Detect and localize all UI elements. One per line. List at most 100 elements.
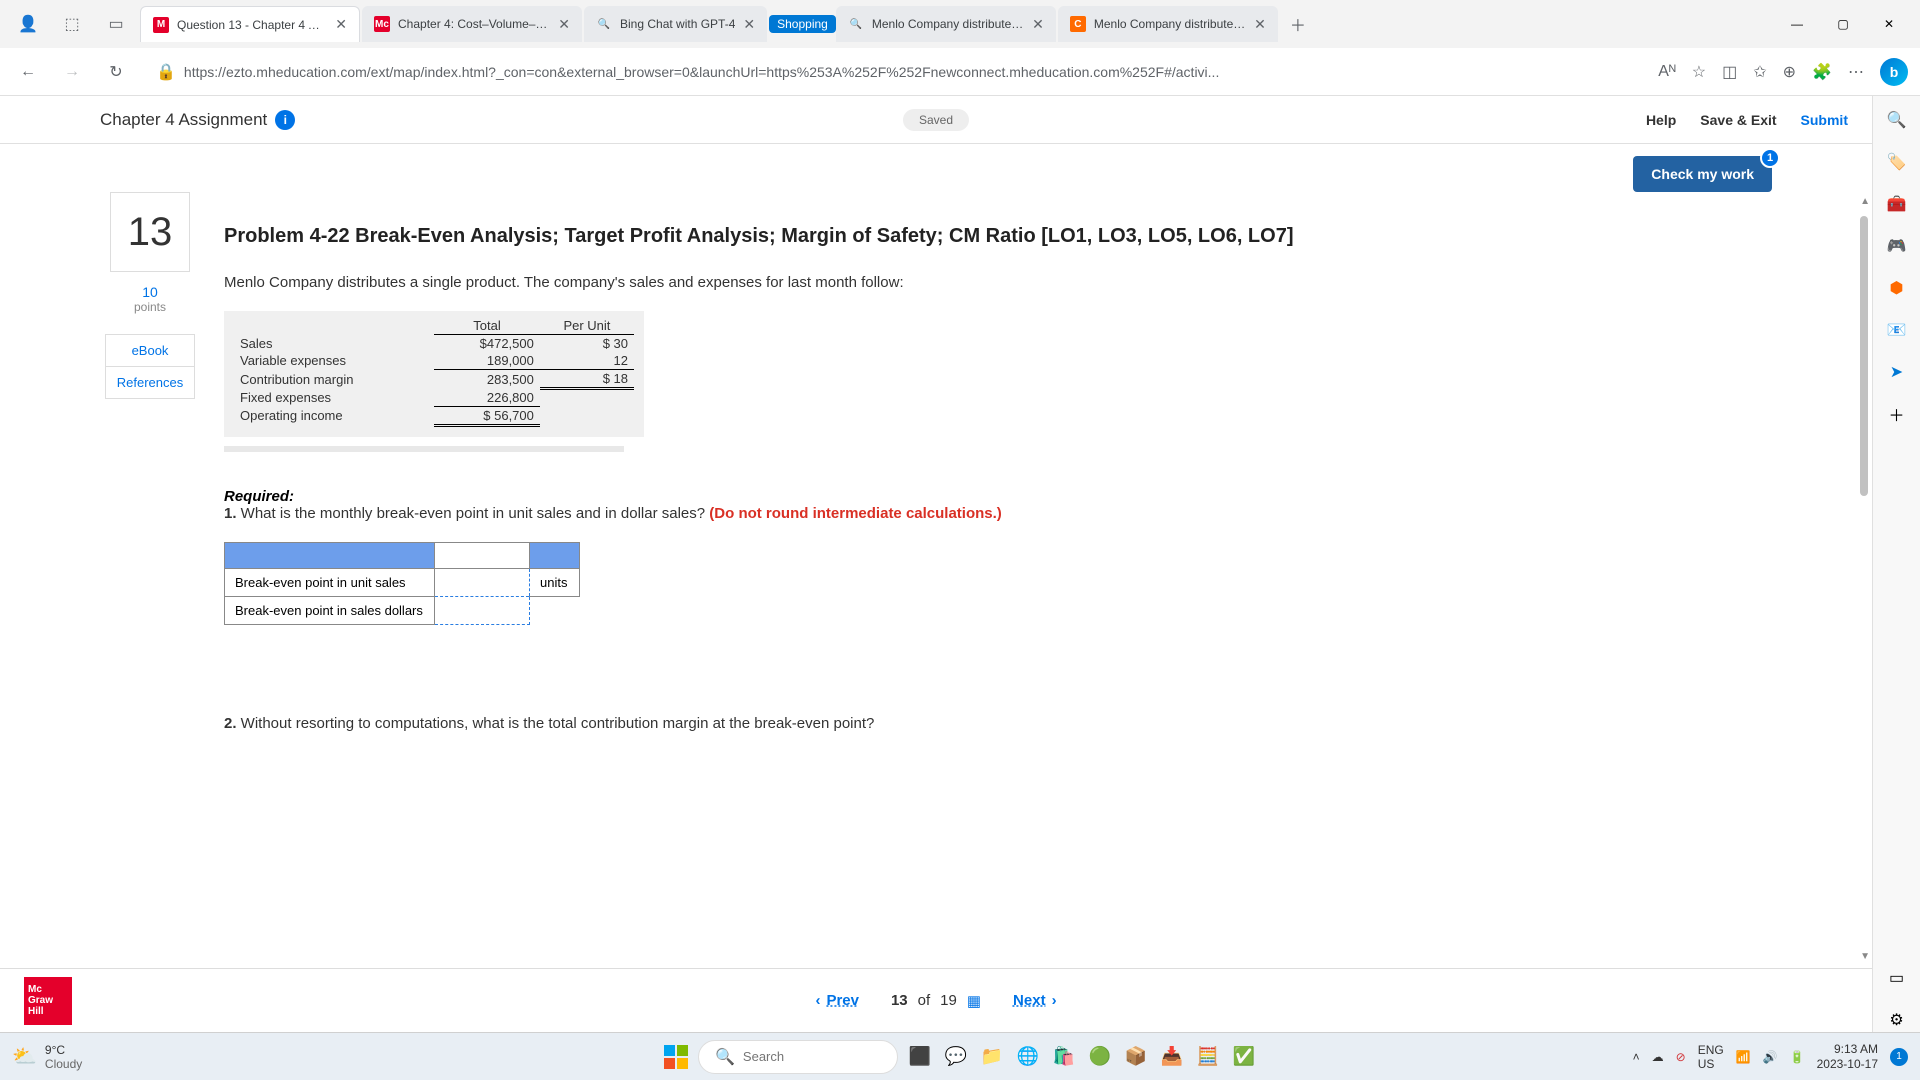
settings-sidebar-icon[interactable]: ⚙ bbox=[1885, 1008, 1909, 1032]
browser-tab[interactable]: MQuestion 13 - Chapter 4 Assig✕ bbox=[140, 6, 360, 42]
amazon-icon[interactable]: 📦 bbox=[1122, 1043, 1150, 1071]
games-sidebar-icon[interactable]: 🎮 bbox=[1885, 234, 1909, 258]
check-my-work-button[interactable]: Check my work 1 bbox=[1633, 156, 1772, 192]
row-cm-label: Contribution margin bbox=[234, 370, 434, 389]
onedrive-icon[interactable]: ☁ bbox=[1652, 1050, 1664, 1064]
weather-icon: ⛅ bbox=[12, 1044, 37, 1069]
wifi-icon[interactable]: 📶 bbox=[1736, 1050, 1751, 1064]
ans-row1-input[interactable] bbox=[435, 568, 530, 596]
new-tab-button[interactable]: ＋ bbox=[1284, 10, 1312, 38]
scroll-up-arrow[interactable]: ▲ bbox=[1860, 196, 1870, 207]
bing-chat-button[interactable]: b bbox=[1880, 58, 1908, 86]
weather-widget[interactable]: ⛅ 9°C Cloudy bbox=[12, 1043, 82, 1071]
security-icon[interactable]: ⊘ bbox=[1676, 1050, 1686, 1064]
problem-intro: Menlo Company distributes a single produ… bbox=[224, 274, 1772, 291]
references-link[interactable]: References bbox=[105, 366, 195, 399]
maximize-button[interactable]: ▢ bbox=[1820, 8, 1866, 40]
financial-table-wrap: Total Per Unit Sales $472,500 $ 30 Varia… bbox=[224, 311, 644, 437]
volume-icon[interactable]: 🔊 bbox=[1763, 1050, 1778, 1064]
lock-icon: 🔒 bbox=[156, 62, 176, 82]
next-button[interactable]: Next › bbox=[1013, 992, 1057, 1009]
tools-sidebar-icon[interactable]: 🧰 bbox=[1885, 192, 1909, 216]
favicon: Mc bbox=[374, 16, 390, 32]
favicon: 🔍 bbox=[848, 16, 864, 32]
favorites-bar-button[interactable]: ✩ bbox=[1753, 62, 1766, 82]
prev-button[interactable]: ‹ Prev bbox=[815, 992, 859, 1009]
profile-icon[interactable]: 👤 bbox=[8, 4, 48, 44]
scrollbar-thumb[interactable] bbox=[1860, 216, 1868, 496]
ans-row2-input[interactable] bbox=[435, 596, 530, 624]
store-icon[interactable]: 🛍️ bbox=[1050, 1043, 1078, 1071]
split-screen-button[interactable]: ◫ bbox=[1722, 62, 1737, 82]
submit-link[interactable]: Submit bbox=[1801, 112, 1848, 128]
hide-sidebar-icon[interactable]: ▭ bbox=[1885, 966, 1909, 990]
search-sidebar-icon[interactable]: 🔍 bbox=[1885, 108, 1909, 132]
assignment-header: Chapter 4 Assignment i Saved Help Save &… bbox=[0, 96, 1872, 144]
more-button[interactable]: ⋯ bbox=[1848, 62, 1864, 82]
add-sidebar-icon[interactable]: ＋ bbox=[1885, 402, 1909, 426]
favorite-button[interactable]: ☆ bbox=[1692, 62, 1706, 82]
refresh-button[interactable]: ↻ bbox=[100, 56, 132, 88]
tray-chevron-icon[interactable]: ˄ bbox=[1633, 1050, 1640, 1064]
dropbox-icon[interactable]: 📥 bbox=[1158, 1043, 1186, 1071]
close-tab-icon[interactable]: ✕ bbox=[558, 16, 570, 33]
browser-tab[interactable]: CMenlo Company distributes a✕ bbox=[1058, 6, 1278, 42]
extensions-button[interactable]: 🧩 bbox=[1812, 62, 1832, 82]
tab-title: Menlo Company distributes a bbox=[872, 17, 1024, 31]
question-grid-icon[interactable]: ▦ bbox=[967, 992, 981, 1010]
ebook-link[interactable]: eBook bbox=[105, 334, 195, 367]
windows-taskbar: ⛅ 9°C Cloudy 🔍 ⬛ 💬 📁 🌐 🛍️ 🟢 📦 📥 🧮 ✅ ˄ ☁ … bbox=[0, 1032, 1920, 1080]
tab-actions-icon[interactable]: ▭ bbox=[96, 4, 136, 44]
row-sales-total: $472,500 bbox=[434, 335, 540, 353]
close-window-button[interactable]: ✕ bbox=[1866, 8, 1912, 40]
close-tab-icon[interactable]: ✕ bbox=[743, 16, 755, 33]
battery-icon[interactable]: 🔋 bbox=[1790, 1050, 1805, 1064]
row-sales-label: Sales bbox=[234, 335, 434, 353]
outlook-sidebar-icon[interactable]: 📧 bbox=[1885, 318, 1909, 342]
logo-l3: Hill bbox=[28, 1006, 44, 1017]
workspaces-icon[interactable]: ⬚ bbox=[52, 4, 92, 44]
task-view-icon[interactable]: ⬛ bbox=[906, 1043, 934, 1071]
nav-total: 19 bbox=[940, 992, 957, 1009]
scroll-down-arrow[interactable]: ▼ bbox=[1860, 951, 1870, 962]
row-fixed-label: Fixed expenses bbox=[234, 389, 434, 407]
minimize-button[interactable]: ― bbox=[1774, 8, 1820, 40]
chrome-icon[interactable]: 🟢 bbox=[1086, 1043, 1114, 1071]
chat-icon[interactable]: 💬 bbox=[942, 1043, 970, 1071]
save-exit-link[interactable]: Save & Exit bbox=[1700, 112, 1776, 128]
favicon: C bbox=[1070, 16, 1086, 32]
ans-row1-label: Break-even point in unit sales bbox=[225, 568, 435, 596]
shopping-sidebar-icon[interactable]: 🏷️ bbox=[1885, 150, 1909, 174]
required-label: Required: bbox=[224, 488, 1772, 505]
start-button[interactable] bbox=[662, 1043, 690, 1071]
send-sidebar-icon[interactable]: ➤ bbox=[1885, 360, 1909, 384]
office-sidebar-icon[interactable]: ⬢ bbox=[1885, 276, 1909, 300]
close-tab-icon[interactable]: ✕ bbox=[1032, 16, 1044, 33]
edge-icon[interactable]: 🌐 bbox=[1014, 1043, 1042, 1071]
clock-time: 9:13 AM bbox=[1817, 1042, 1878, 1056]
reader-mode-button[interactable]: Aᴺ bbox=[1658, 63, 1676, 81]
explorer-icon[interactable]: 📁 bbox=[978, 1043, 1006, 1071]
taskbar-search[interactable]: 🔍 bbox=[698, 1040, 898, 1074]
clock[interactable]: 9:13 AM 2023-10-17 bbox=[1817, 1042, 1878, 1071]
back-button[interactable]: ← bbox=[12, 56, 44, 88]
browser-tab[interactable]: McChapter 4: Cost–Volume–Profi✕ bbox=[362, 6, 582, 42]
calculator-icon[interactable]: 🧮 bbox=[1194, 1043, 1222, 1071]
info-icon[interactable]: i bbox=[275, 110, 295, 130]
close-tab-icon[interactable]: ✕ bbox=[1254, 16, 1266, 33]
collections-button[interactable]: ⊕ bbox=[1783, 62, 1796, 82]
favicon: M bbox=[153, 17, 169, 33]
tab-title: Bing Chat with GPT-4 bbox=[620, 17, 735, 31]
notifications-icon[interactable]: 1 bbox=[1890, 1048, 1908, 1066]
language-indicator[interactable]: ENG US bbox=[1698, 1043, 1724, 1071]
help-link[interactable]: Help bbox=[1646, 112, 1676, 128]
shopping-badge: Shopping bbox=[769, 15, 836, 33]
url-bar[interactable]: 🔒 https://ezto.mheducation.com/ext/map/i… bbox=[144, 55, 1646, 89]
browser-tab[interactable]: 🔍 Menlo Company distributes a ✕ bbox=[836, 6, 1056, 42]
browser-tab[interactable]: 🔍Bing Chat with GPT-4✕ bbox=[584, 6, 767, 42]
bottom-nav: Mc Graw Hill ‹ Prev 13 of 19 ▦ Next › bbox=[0, 968, 1872, 1032]
norton-icon[interactable]: ✅ bbox=[1230, 1043, 1258, 1071]
mcgraw-hill-logo: Mc Graw Hill bbox=[24, 977, 72, 1025]
close-tab-icon[interactable]: ✕ bbox=[335, 16, 347, 33]
search-input[interactable] bbox=[743, 1049, 881, 1064]
